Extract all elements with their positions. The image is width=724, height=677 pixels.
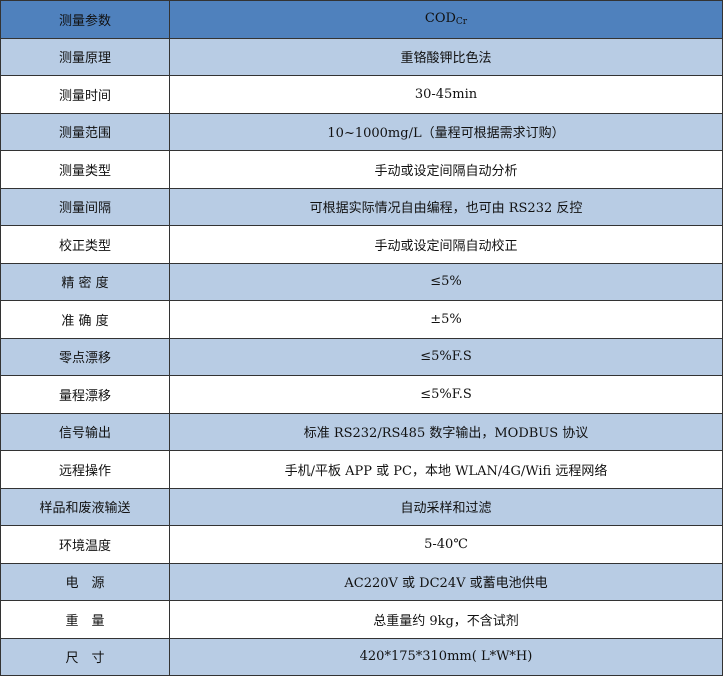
row-key: 测量类型 xyxy=(0,150,170,189)
table-row: 精 密 度 ≤5% xyxy=(0,262,723,301)
table-row: 环境温度 5-40℃ xyxy=(0,525,723,564)
table-row: 测量间隔 可根据实际情况自由编程，也可由 RS232 反控 xyxy=(0,187,723,226)
row-value: 手机/平板 APP 或 PC，本地 WLAN/4G/Wifi 远程网络 xyxy=(169,450,723,489)
table-header-row: 测量参数 CODCr xyxy=(0,0,723,39)
row-value: ≤5%F.S xyxy=(169,337,723,376)
row-value: 可根据实际情况自由编程，也可由 RS232 反控 xyxy=(169,187,723,226)
row-key: 信号输出 xyxy=(0,412,170,451)
row-value: AC220V 或 DC24V 或蓄电池供电 xyxy=(169,562,723,601)
row-value: 10~1000mg/L（量程可根据需求订购） xyxy=(169,112,723,151)
row-value: 30-45min xyxy=(169,75,723,114)
header-value-text: COD xyxy=(424,11,456,27)
table-row: 测量原理 重铬酸钾比色法 xyxy=(0,37,723,76)
table-row: 零点漂移 ≤5%F.S xyxy=(0,337,723,376)
row-value: ±5% xyxy=(169,300,723,339)
header-key: 测量参数 xyxy=(0,0,170,39)
header-value-subscript: Cr xyxy=(455,17,468,28)
row-value: 重铬酸钾比色法 xyxy=(169,37,723,76)
table-row: 测量时间 30-45min xyxy=(0,75,723,114)
row-key: 测量时间 xyxy=(0,75,170,114)
table-row: 远程操作 手机/平板 APP 或 PC，本地 WLAN/4G/Wifi 远程网络 xyxy=(0,450,723,489)
table-row: 重 量总重量约 9kg，不含试剂 xyxy=(0,600,723,639)
table-row: 准 确 度 ±5% xyxy=(0,300,723,339)
row-key: 电 源 xyxy=(0,562,170,601)
row-value: 420*175*310mm( L*W*H) xyxy=(169,637,723,676)
table-row: 测量范围 10~1000mg/L（量程可根据需求订购） xyxy=(0,112,723,151)
row-value: 手动或设定间隔自动分析 xyxy=(169,150,723,189)
table-row: 尺 寸 420*175*310mm( L*W*H) xyxy=(0,637,723,676)
header-value: CODCr xyxy=(169,0,723,39)
row-key: 精 密 度 xyxy=(0,262,170,301)
row-key: 远程操作 xyxy=(0,450,170,489)
row-value: ≤5% xyxy=(169,262,723,301)
table-row: 量程漂移 ≤5%F.S xyxy=(0,375,723,414)
row-value: 手动或设定间隔自动校正 xyxy=(169,225,723,264)
table-row: 测量类型 手动或设定间隔自动分析 xyxy=(0,150,723,189)
row-key: 量程漂移 xyxy=(0,375,170,414)
row-key: 校正类型 xyxy=(0,225,170,264)
row-value: 总重量约 9kg，不含试剂 xyxy=(169,600,723,639)
row-key: 尺 寸 xyxy=(0,637,170,676)
row-key: 测量范围 xyxy=(0,112,170,151)
table-row: 样品和废液输送 自动采样和过滤 xyxy=(0,487,723,526)
row-value: 自动采样和过滤 xyxy=(169,487,723,526)
row-key: 零点漂移 xyxy=(0,337,170,376)
table-row: 信号输出 标准 RS232/RS485 数字输出，MODBUS 协议 xyxy=(0,412,723,451)
table-row: 校正类型 手动或设定间隔自动校正 xyxy=(0,225,723,264)
table-row: 电 源 AC220V 或 DC24V 或蓄电池供电 xyxy=(0,562,723,601)
row-key: 测量原理 xyxy=(0,37,170,76)
row-value: ≤5%F.S xyxy=(169,375,723,414)
row-value: 5-40℃ xyxy=(169,525,723,564)
row-key: 样品和废液输送 xyxy=(0,487,170,526)
row-key: 环境温度 xyxy=(0,525,170,564)
row-key: 测量间隔 xyxy=(0,187,170,226)
row-key: 重 量 xyxy=(0,600,170,639)
row-key: 准 确 度 xyxy=(0,300,170,339)
row-value: 标准 RS232/RS485 数字输出，MODBUS 协议 xyxy=(169,412,723,451)
